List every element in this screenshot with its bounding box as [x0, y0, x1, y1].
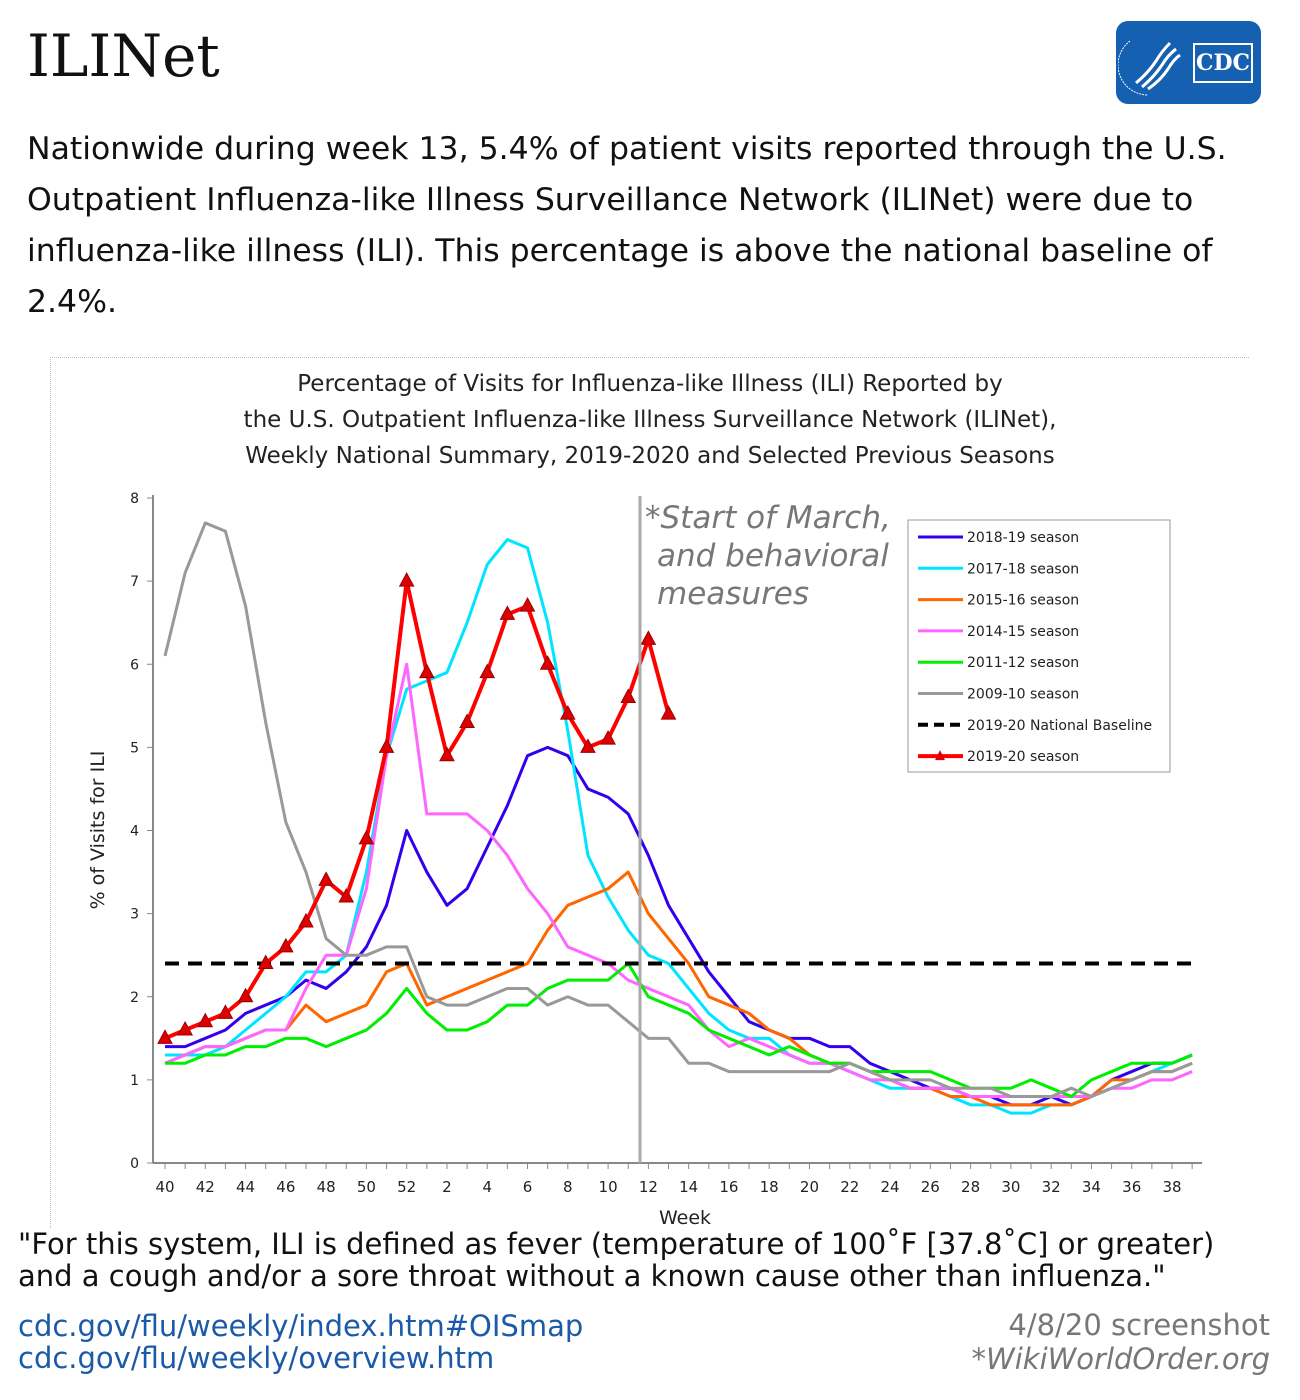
data-point-marker	[499, 605, 516, 620]
series-2015-16-season	[164, 870, 1193, 1107]
data-point-marker	[580, 738, 596, 753]
data-point-marker	[177, 1020, 193, 1036]
data-point-marker	[519, 597, 536, 612]
hhs-eagle-icon	[1118, 40, 1181, 96]
x-tick-label: 4	[482, 1178, 492, 1196]
quote-line-2: and a cough and/or a sore throat without…	[18, 1259, 1166, 1293]
data-point-marker	[600, 730, 616, 745]
data-point-marker	[620, 688, 637, 703]
series-2009-10-season	[163, 521, 1193, 1098]
data-point-marker	[559, 705, 576, 720]
x-tick-label: 46	[276, 1178, 295, 1196]
legend-label: 2011-12 season	[967, 655, 1079, 671]
y-tick-label: 6	[130, 657, 139, 673]
x-tick-label: 16	[719, 1178, 738, 1196]
data-point-marker	[197, 1012, 214, 1028]
page-title: ILINet	[27, 22, 220, 90]
legend: 2018-19 season 2017-18 season 2015-16 seas…	[907, 519, 1171, 773]
x-tick-label: 12	[639, 1178, 658, 1196]
x-tick-label: 50	[357, 1178, 376, 1196]
x-tick-label: 24	[880, 1178, 899, 1196]
x-tick-label: 42	[196, 1178, 215, 1196]
y-tick-label: 4	[130, 824, 139, 840]
legend-label: 2015-16 season	[967, 593, 1079, 609]
chart-frame	[50, 357, 1249, 1228]
chart-title-line-2: the U.S. Outpatient Influenza-like Illne…	[244, 407, 1057, 433]
legend-label: 2014-15 season	[967, 624, 1079, 640]
link-ois-map[interactable]: cdc.gov/flu/weekly/index.htm#OISmap	[18, 1309, 584, 1343]
credit: 4/8/20 screenshot *WikiWorldOrder.org	[972, 1308, 1270, 1376]
x-tick-label: 34	[1082, 1178, 1101, 1196]
x-tick-label: 26	[921, 1178, 940, 1196]
x-tick-label: 52	[397, 1178, 416, 1196]
legend-label: 2017-18 season	[967, 561, 1079, 577]
cdc-logo-text: CDC	[1193, 43, 1253, 83]
x-tick-label: 18	[760, 1178, 779, 1196]
x-tick-label: 22	[840, 1178, 859, 1196]
ili-definition-quote: "For this system, ILI is defined as feve…	[18, 1228, 1214, 1292]
data-point-marker	[217, 1004, 234, 1019]
y-tick-label: 2	[130, 990, 139, 1006]
annotation-line-2: and behavioral	[657, 538, 889, 574]
x-tick-label: 40	[155, 1178, 174, 1196]
y-tick-label: 0	[130, 1156, 139, 1172]
x-tick-label: 30	[1001, 1178, 1020, 1196]
quote-line-1: "For this system, ILI is defined as feve…	[18, 1227, 1215, 1261]
data-point-marker	[459, 713, 475, 728]
series-2011-12-season	[165, 962, 1193, 1098]
legend-label: 2019-20 National Baseline	[967, 718, 1152, 734]
data-point-marker	[418, 663, 435, 679]
source-links: cdc.gov/flu/weekly/index.htm#OISmap cdc.…	[18, 1310, 583, 1374]
x-tick-label: 14	[679, 1178, 698, 1196]
legend-label: 2019-20 season	[967, 749, 1079, 765]
x-tick-label: 8	[563, 1178, 573, 1196]
data-point-marker	[157, 1029, 173, 1044]
data-point-marker	[660, 705, 677, 720]
y-tick-label: 3	[130, 907, 139, 923]
data-point-marker	[378, 738, 395, 753]
x-tick-label: 48	[317, 1178, 336, 1196]
data-point-marker	[318, 871, 334, 886]
data-point-marker	[278, 937, 294, 953]
annotation-line-3: measures	[657, 576, 809, 612]
x-tick-label: 28	[961, 1178, 980, 1196]
data-point-marker	[298, 912, 314, 928]
data-point-marker	[640, 630, 657, 645]
chart-title-line-1: Percentage of Visits for Influenza-like …	[297, 371, 1003, 397]
y-axis-label: % of Visits for ILI	[87, 751, 109, 910]
data-point-marker	[338, 887, 355, 903]
screenshot-date: 4/8/20 screenshot	[1008, 1308, 1270, 1342]
data-point-marker	[539, 655, 556, 670]
x-tick-label: 32	[1042, 1178, 1061, 1196]
data-point-marker	[257, 954, 274, 969]
data-point-marker	[237, 987, 254, 1003]
data-point-marker	[439, 746, 455, 762]
x-tick-label: 2	[442, 1178, 452, 1196]
x-tick-label: 6	[523, 1178, 533, 1196]
x-tick-label: 44	[236, 1178, 255, 1196]
y-tick-label: 1	[130, 1073, 139, 1089]
y-tick-label: 5	[130, 740, 139, 756]
legend-marker	[935, 750, 945, 761]
series-2019-20-season	[164, 579, 671, 1041]
x-axis-label: Week	[659, 1207, 711, 1229]
chart-title-line-3: Weekly National Summary, 2019-2020 and S…	[245, 443, 1055, 469]
data-point-marker	[358, 829, 375, 845]
y-tick-label: 8	[130, 491, 139, 507]
watermark-site: *WikiWorldOrder.org	[971, 1342, 1270, 1376]
annotation-line-1: *Start of March,	[645, 500, 891, 536]
x-tick-label: 10	[599, 1178, 618, 1196]
y-tick-label: 7	[130, 574, 139, 590]
x-tick-label: 36	[1122, 1178, 1141, 1196]
summary-paragraph: Nationwide during week 13, 5.4% of patie…	[27, 131, 1227, 320]
legend-label: 2009-10 season	[967, 687, 1079, 703]
data-point-marker	[479, 663, 496, 679]
x-tick-label: 38	[1162, 1178, 1181, 1196]
legend-label: 2018-19 season	[967, 530, 1079, 546]
x-tick-label: 20	[800, 1178, 819, 1196]
cdc-logo: CDC	[1116, 21, 1261, 104]
data-point-marker	[398, 572, 415, 587]
link-overview[interactable]: cdc.gov/flu/weekly/overview.htm	[18, 1341, 495, 1375]
